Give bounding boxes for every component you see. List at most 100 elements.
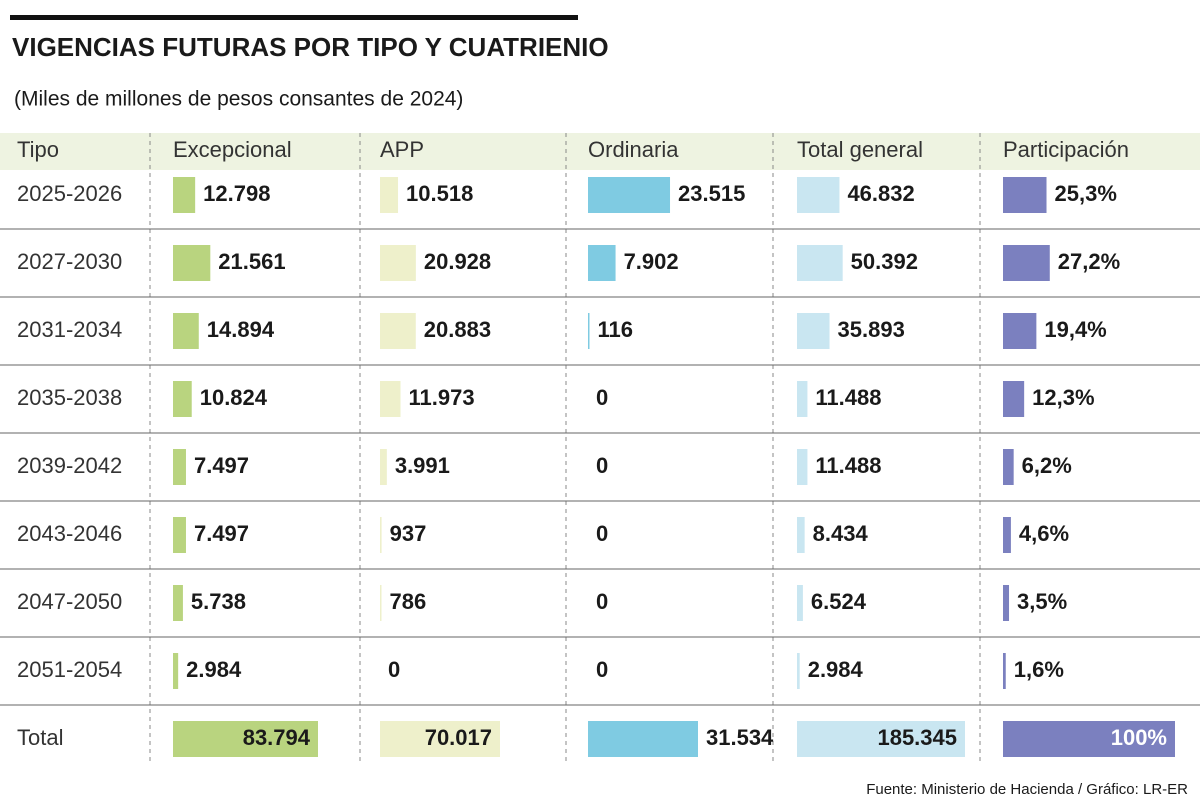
cell-value: 11.973 bbox=[409, 385, 475, 410]
cell-value: 2.984 bbox=[808, 657, 864, 682]
row-label: 2031-2034 bbox=[17, 317, 122, 342]
bar bbox=[797, 721, 965, 757]
bar bbox=[1003, 381, 1025, 417]
row-label: 2047-2050 bbox=[17, 589, 122, 614]
cell-value: 31.534 bbox=[706, 725, 774, 750]
cell-value: 8.434 bbox=[813, 521, 869, 546]
bar bbox=[797, 313, 830, 349]
cell-value: 0 bbox=[388, 657, 400, 682]
row-label: 2025-2026 bbox=[17, 181, 122, 206]
cell-value: 2.984 bbox=[186, 657, 242, 682]
bar bbox=[797, 517, 805, 553]
cell-value: 1,6% bbox=[1014, 657, 1064, 682]
bar bbox=[797, 585, 803, 621]
cell-value: 185.345 bbox=[877, 725, 957, 750]
bar bbox=[173, 721, 318, 757]
cell-value: 70.017 bbox=[425, 725, 492, 750]
bar bbox=[1003, 245, 1050, 281]
row-label: 2043-2046 bbox=[17, 521, 122, 546]
bar bbox=[173, 517, 186, 553]
bar bbox=[380, 449, 387, 485]
bar bbox=[1003, 721, 1175, 757]
bar bbox=[797, 177, 840, 213]
row-label: 2051-2054 bbox=[17, 657, 122, 682]
bar bbox=[797, 449, 808, 485]
bar bbox=[1003, 177, 1047, 213]
bar bbox=[380, 517, 382, 553]
bar bbox=[588, 245, 616, 281]
bar bbox=[1003, 449, 1014, 485]
bar bbox=[588, 721, 698, 757]
bar bbox=[1003, 585, 1010, 621]
cell-value: 3,5% bbox=[1017, 589, 1067, 614]
subtitle: (Miles de millones de pesos consantes de… bbox=[14, 88, 463, 111]
bar bbox=[380, 177, 399, 213]
cell-value: 116 bbox=[598, 317, 634, 342]
cell-value: 7.497 bbox=[194, 521, 249, 546]
cell-value: 11.488 bbox=[815, 385, 881, 410]
bar bbox=[797, 381, 808, 417]
cell-value: 12.798 bbox=[203, 181, 270, 206]
cell-value: 27,2% bbox=[1058, 249, 1120, 274]
bar bbox=[380, 313, 416, 349]
cell-value: 20.883 bbox=[424, 317, 491, 342]
column-header: Total general bbox=[797, 137, 923, 162]
row-label: 2035-2038 bbox=[17, 385, 122, 410]
cell-value: 0 bbox=[596, 453, 608, 478]
cell-value: 50.392 bbox=[851, 249, 918, 274]
cell-value: 20.928 bbox=[424, 249, 491, 274]
row-label: Total bbox=[17, 725, 63, 750]
bar bbox=[173, 449, 186, 485]
bar bbox=[1003, 313, 1037, 349]
bar bbox=[173, 177, 196, 213]
cell-value: 3.991 bbox=[395, 453, 450, 478]
cell-value: 23.515 bbox=[678, 181, 745, 206]
cell-value: 0 bbox=[596, 657, 608, 682]
cell-value: 7.497 bbox=[194, 453, 249, 478]
bar bbox=[173, 653, 179, 689]
cell-value: 7.902 bbox=[624, 249, 679, 274]
cell-value: 100% bbox=[1111, 725, 1167, 750]
source: Fuente: Ministerio de Hacienda / Gráfico… bbox=[866, 781, 1188, 798]
cell-value: 786 bbox=[390, 589, 427, 614]
column-header: Tipo bbox=[17, 137, 59, 162]
cell-value: 12,3% bbox=[1032, 385, 1094, 410]
cell-value: 937 bbox=[390, 521, 427, 546]
bar bbox=[380, 585, 382, 621]
bar bbox=[797, 653, 800, 689]
header-band bbox=[0, 133, 1200, 170]
cell-value: 14.894 bbox=[207, 317, 275, 342]
cell-value: 83.794 bbox=[243, 725, 311, 750]
cell-value: 21.561 bbox=[218, 249, 285, 274]
bar bbox=[380, 381, 401, 417]
column-header: APP bbox=[380, 137, 424, 162]
column-header: Excepcional bbox=[173, 137, 292, 162]
cell-value: 6,2% bbox=[1022, 453, 1072, 478]
bar bbox=[380, 721, 500, 757]
bar bbox=[1003, 653, 1006, 689]
bar bbox=[380, 245, 416, 281]
cell-value: 25,3% bbox=[1055, 181, 1117, 206]
bar bbox=[173, 381, 192, 417]
column-header: Participación bbox=[1003, 137, 1129, 162]
bar bbox=[588, 313, 590, 349]
cell-value: 10.824 bbox=[200, 385, 268, 410]
cell-value: 46.832 bbox=[847, 181, 914, 206]
bar bbox=[173, 585, 183, 621]
cell-value: 5.738 bbox=[191, 589, 246, 614]
row-label: 2027-2030 bbox=[17, 249, 122, 274]
top-rule bbox=[10, 15, 578, 20]
cell-value: 6.524 bbox=[811, 589, 867, 614]
cell-value: 11.488 bbox=[815, 453, 881, 478]
cell-value: 0 bbox=[596, 589, 608, 614]
bar bbox=[173, 245, 211, 281]
row-label: 2039-2042 bbox=[17, 453, 122, 478]
bar bbox=[588, 177, 671, 213]
cell-value: 4,6% bbox=[1019, 521, 1069, 546]
cell-value: 0 bbox=[596, 521, 608, 546]
cell-value: 35.893 bbox=[838, 317, 905, 342]
bar bbox=[1003, 517, 1011, 553]
column-header: Ordinaria bbox=[588, 137, 679, 162]
